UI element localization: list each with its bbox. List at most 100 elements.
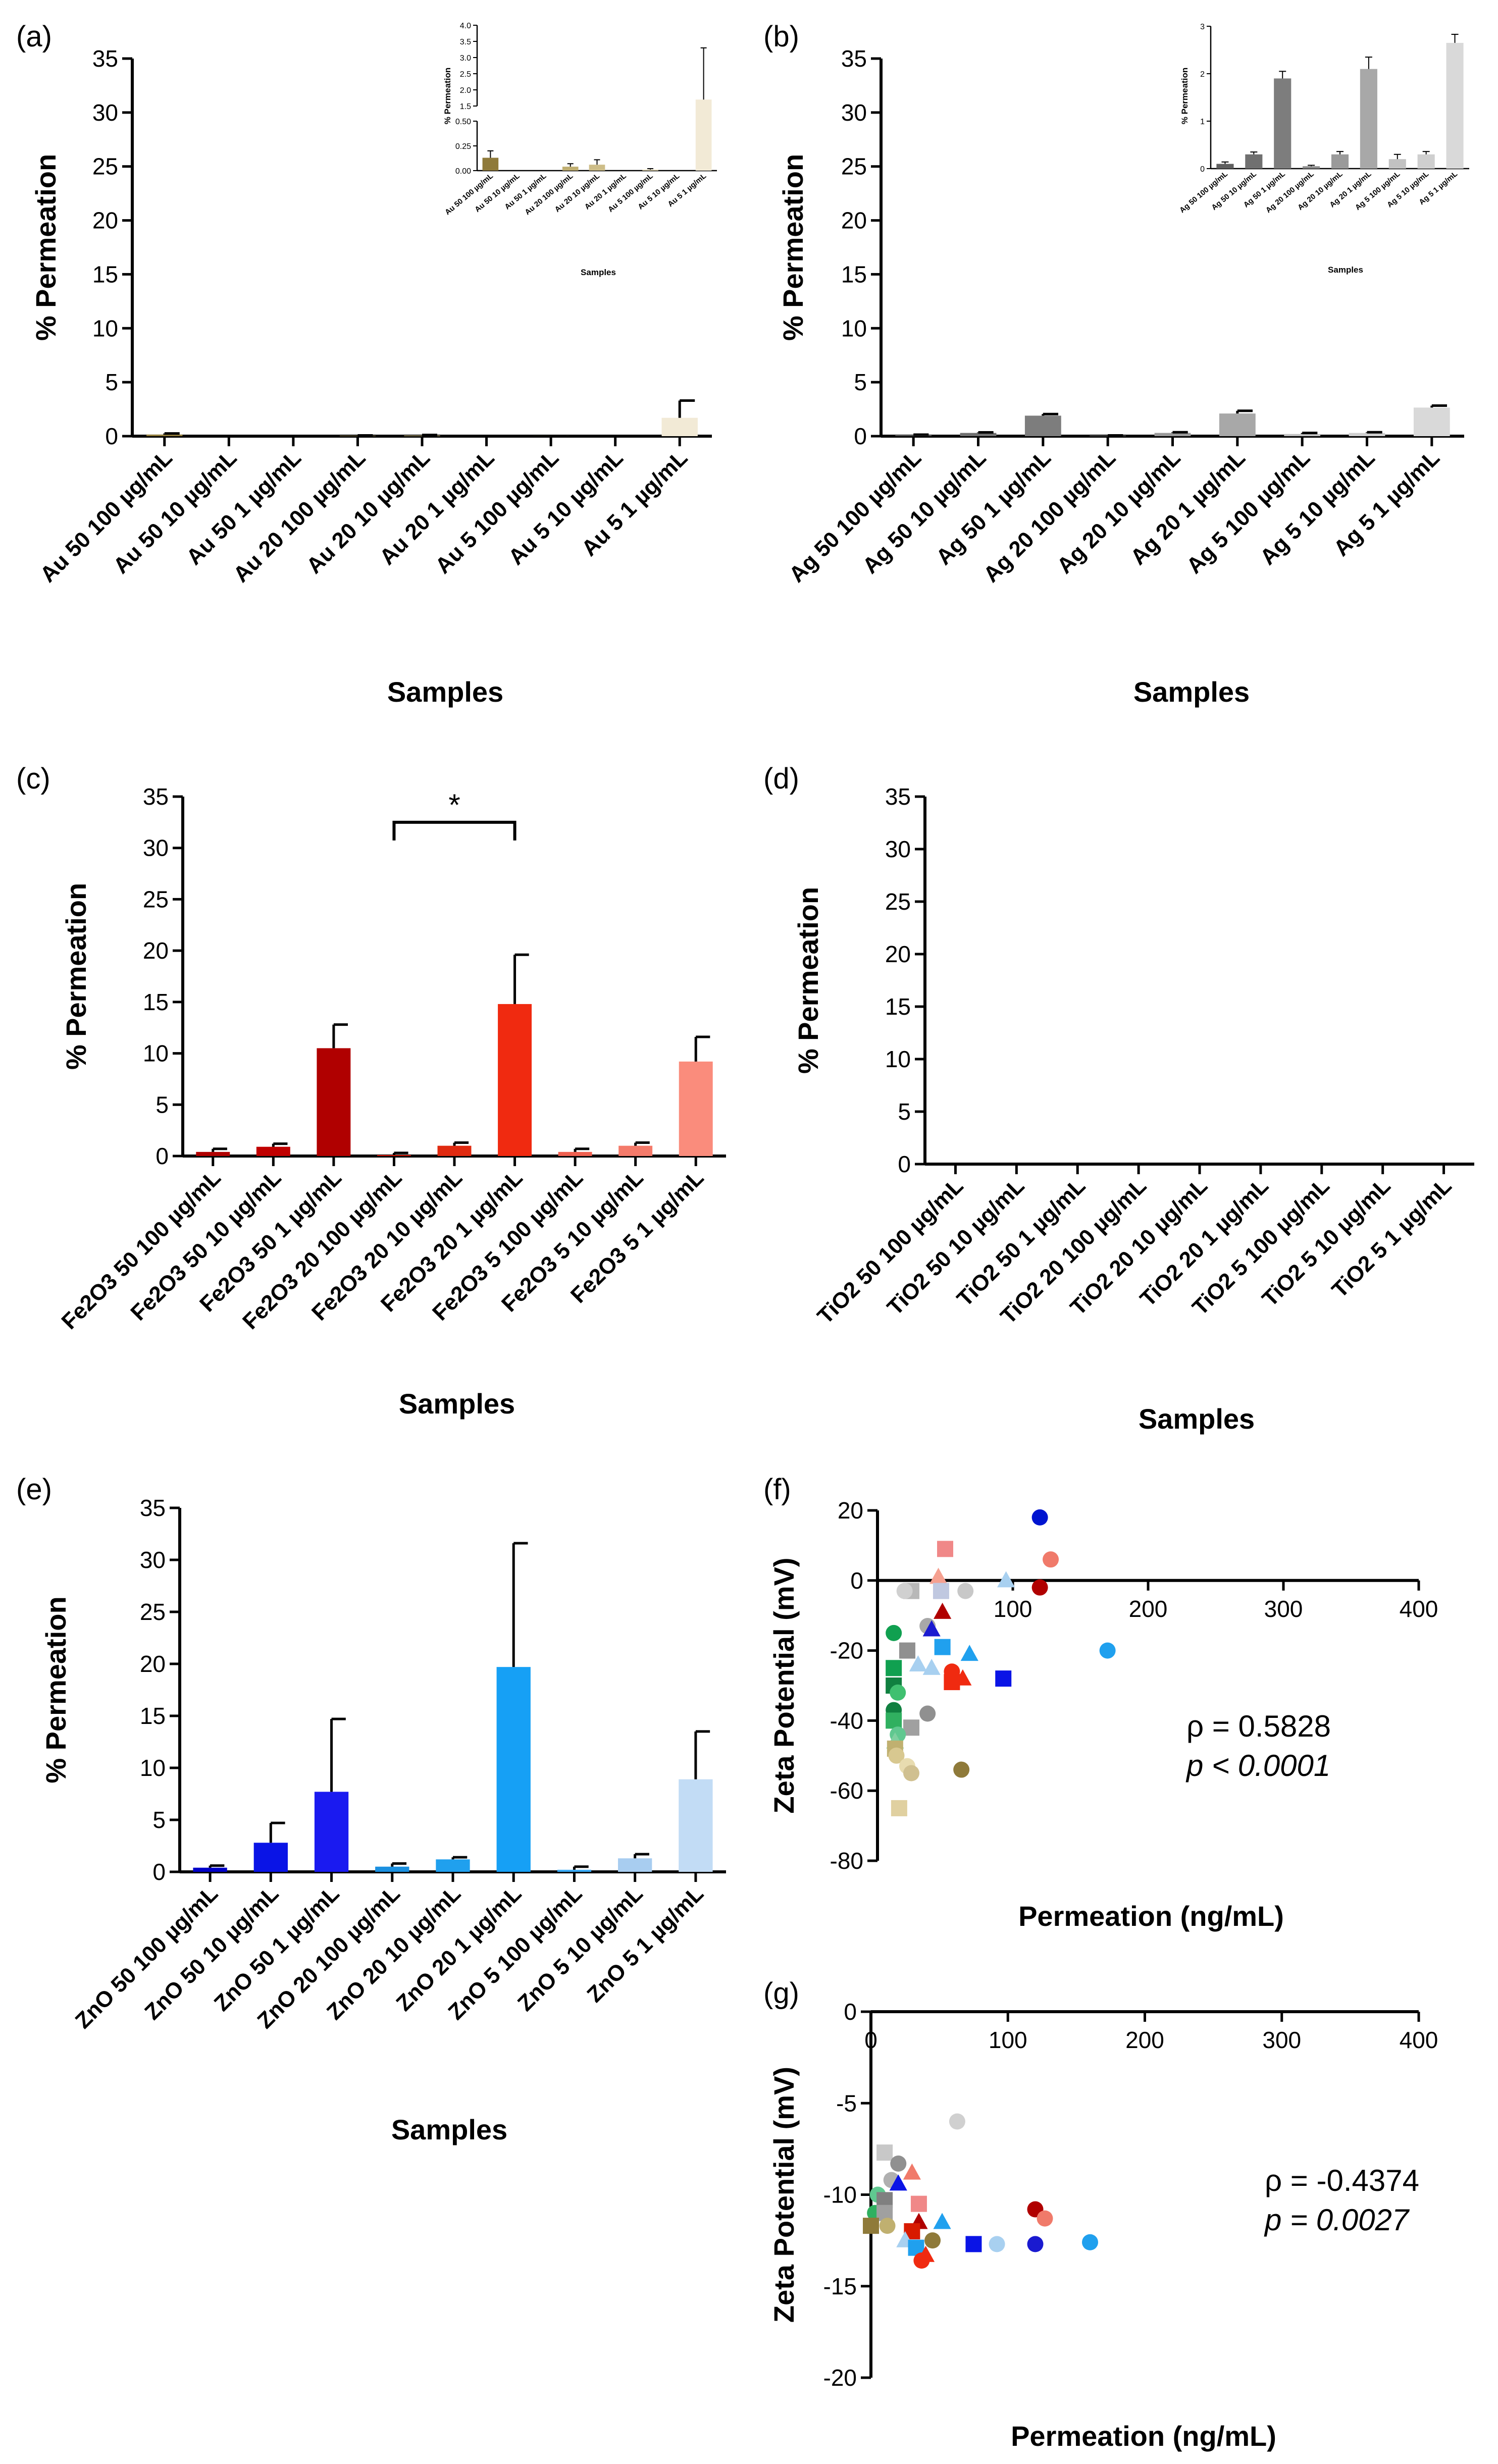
- point-g-15: [863, 2218, 879, 2234]
- point-f-12: [922, 1620, 941, 1637]
- point-f-30: [903, 1719, 919, 1736]
- inset-a-x-tick-label: Au 50 100 µg/mL: [443, 172, 495, 217]
- x-axis-title-g: Permeation (ng/mL): [1011, 2420, 1276, 2452]
- point-f-36: [903, 1765, 919, 1781]
- point-f-26: [890, 1684, 906, 1701]
- point-f-10: [934, 1602, 952, 1619]
- inset-a-bar-6: [642, 170, 658, 171]
- x-tick-label-a: Au 5 10 µg/mL: [504, 445, 628, 569]
- y-tick-label-d: 15: [885, 993, 911, 1020]
- bar-c-8: [679, 1061, 713, 1156]
- bar-e-6: [557, 1869, 592, 1872]
- point-f-13: [1099, 1642, 1116, 1659]
- bar-a-8: [661, 417, 698, 436]
- point-f-20: [886, 1660, 902, 1676]
- point-f-16: [934, 1639, 951, 1655]
- y-tick-label-f: 0: [850, 1567, 863, 1594]
- panel-label-e: (e): [16, 1473, 52, 1506]
- y-tick-label-b: 25: [841, 153, 867, 180]
- bar-e-7: [618, 1858, 652, 1872]
- y-axis-title-f: Zeta Potential (mV): [768, 1557, 800, 1813]
- inset-b-x-title: Samples: [1328, 265, 1363, 275]
- inset-a-y-tick-label: 2.5: [460, 70, 471, 79]
- inset-a-y-tick-label: 1.5: [460, 102, 471, 111]
- y-tick-label-c: 0: [156, 1143, 169, 1169]
- panel-label-c: (c): [16, 762, 50, 795]
- x-tick-label-f: 400: [1400, 1596, 1438, 1622]
- point-f-2: [1031, 1579, 1048, 1596]
- panel-label-g: (g): [763, 1977, 799, 2010]
- bar-c-6: [558, 1151, 592, 1156]
- point-f-38: [891, 1800, 907, 1816]
- inset-a-y-title: % Permeation: [443, 68, 452, 124]
- inset-a-y-tick-label: 2.0: [460, 86, 471, 95]
- point-f-29: [886, 1712, 902, 1729]
- x-tick-label-g: 300: [1262, 2027, 1301, 2053]
- point-f-19: [922, 1658, 941, 1675]
- y-tick-label-c: 35: [143, 783, 169, 810]
- y-tick-label-a: 25: [92, 153, 118, 180]
- inset-a-bar-4: [589, 165, 605, 171]
- x-tick-label-a: Au 50 1 µg/mL: [182, 445, 306, 569]
- panel-label-f: (f): [763, 1473, 791, 1506]
- y-tick-label-e: 35: [140, 1495, 166, 1521]
- point-f-17: [960, 1645, 978, 1661]
- inset-b-y-title: % Permeation: [1180, 68, 1190, 124]
- inset-b-y-tick-label: 2: [1200, 70, 1205, 79]
- y-tick-label-b: 35: [841, 45, 867, 72]
- inset-b-bar-5: [1360, 69, 1377, 169]
- x-tick-label-b: Ag 5 10 µg/mL: [1255, 445, 1379, 569]
- point-g-23: [1082, 2234, 1098, 2250]
- x-tick-label-b: Ag 5 100 µg/mL: [1182, 445, 1315, 579]
- y-tick-label-d: 5: [898, 1098, 911, 1125]
- x-tick-label-f: 200: [1129, 1596, 1168, 1622]
- y-tick-label-b: 20: [841, 207, 867, 234]
- point-g-21: [989, 2236, 1005, 2252]
- point-f-5: [933, 1583, 949, 1599]
- bar-e-4: [436, 1859, 470, 1872]
- bar-b-1: [960, 433, 997, 436]
- point-f-7: [896, 1583, 913, 1599]
- point-g-20: [965, 2236, 982, 2252]
- y-tick-label-a: 30: [92, 99, 118, 126]
- y-tick-label-g: -5: [836, 2090, 857, 2116]
- bar-e-5: [496, 1667, 531, 1872]
- bar-c-4: [437, 1145, 472, 1156]
- y-tick-label-g: -15: [823, 2273, 857, 2299]
- y-tick-label-e: 10: [140, 1755, 166, 1781]
- point-f-0: [1031, 1509, 1048, 1526]
- y-tick-label-b: 0: [854, 423, 867, 449]
- x-axis-title-b: Samples: [1133, 676, 1250, 708]
- y-tick-label-f: -20: [830, 1638, 863, 1664]
- correlation-rho-f: ρ = 0.5828: [1186, 1709, 1331, 1743]
- x-axis-title-d: Samples: [1139, 1403, 1255, 1435]
- y-tick-label-c: 25: [143, 886, 169, 912]
- y-tick-label-g: -10: [823, 2182, 857, 2208]
- inset-a-y-tick-label: 3.5: [460, 38, 471, 46]
- point-f-27: [919, 1705, 936, 1722]
- point-f-24: [995, 1670, 1012, 1687]
- bar-c-3: [377, 1155, 411, 1156]
- bar-b-6: [1284, 434, 1321, 436]
- x-tick-label-f: 300: [1264, 1596, 1303, 1622]
- correlation-p-f: p < 0.0001: [1185, 1749, 1330, 1783]
- bar-e-3: [375, 1866, 409, 1872]
- y-tick-label-f: 20: [838, 1497, 863, 1524]
- bar-b-5: [1219, 413, 1256, 436]
- point-g-22: [1027, 2236, 1044, 2252]
- y-tick-label-b: 15: [841, 261, 867, 287]
- point-g-26: [913, 2252, 930, 2269]
- bar-e-8: [679, 1779, 713, 1872]
- y-axis-title-g: Zeta Potential (mV): [768, 2067, 800, 2323]
- inset-b-y-tick-label: 0: [1200, 165, 1205, 174]
- bar-e-0: [193, 1867, 227, 1872]
- y-tick-label-a: 10: [92, 315, 118, 341]
- y-tick-label-c: 30: [143, 835, 169, 861]
- x-axis-title-c: Samples: [399, 1388, 515, 1420]
- x-axis-title-e: Samples: [391, 2114, 507, 2145]
- x-tick-label-g: 100: [989, 2027, 1027, 2053]
- point-f-3: [937, 1541, 953, 1557]
